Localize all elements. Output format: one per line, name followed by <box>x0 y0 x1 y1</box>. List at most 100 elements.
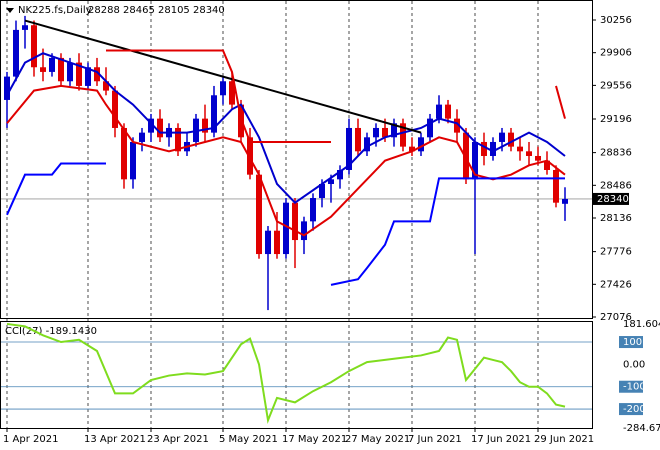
x-tick-label: 13 Apr 2021 <box>84 434 146 445</box>
y-tick-label: 29906 <box>600 48 632 59</box>
candle-body <box>337 169 343 180</box>
candle-body <box>445 104 451 119</box>
x-tick-label: 23 Apr 2021 <box>147 434 209 445</box>
candle-body <box>427 118 433 138</box>
candle-body <box>67 62 73 82</box>
candle-body <box>256 174 262 255</box>
candle-body <box>139 132 145 142</box>
ohlc-info: 28288 28465 28105 28340 <box>88 5 225 16</box>
cci-panel <box>0 321 593 429</box>
candle-body <box>265 230 271 255</box>
candle-body <box>148 118 154 133</box>
overlay-line <box>555 85 566 119</box>
y-tick-label: -200 <box>623 404 646 415</box>
candle-body <box>130 141 136 180</box>
overlay-line <box>6 162 106 216</box>
candle-body <box>103 81 109 91</box>
x-tick-label: 1 Apr 2021 <box>3 434 58 445</box>
overlay-line <box>330 177 565 286</box>
candle-body <box>490 141 496 156</box>
x-tick-label: 17 Jun 2021 <box>471 434 531 445</box>
tick-highlight <box>619 380 643 393</box>
candle-body <box>58 57 64 82</box>
candle-body <box>121 127 127 180</box>
last-price-box <box>593 192 629 205</box>
candle-body <box>94 67 100 82</box>
candle-body <box>562 198 568 204</box>
y-tick-label: 0.00 <box>623 359 645 370</box>
y-tick-label: 27076 <box>600 312 632 323</box>
overlay-line <box>106 49 331 143</box>
candle-body <box>364 137 370 152</box>
candle-body <box>346 127 352 170</box>
candle-body <box>229 81 235 105</box>
x-tick-label: 5 May 2021 <box>219 434 278 445</box>
candle-body <box>40 67 46 72</box>
y-tick-label: 28486 <box>600 180 632 191</box>
candle-body <box>463 132 469 180</box>
candle-body <box>526 151 532 156</box>
candle-body <box>373 127 379 138</box>
candle-body <box>391 123 397 138</box>
candle-body <box>319 184 325 199</box>
x-tick-label: 27 May 2021 <box>345 434 410 445</box>
last-price-label: 28340 <box>597 194 629 205</box>
candle-body <box>175 127 181 152</box>
candle-body <box>481 141 487 156</box>
overlay-line <box>24 19 422 134</box>
y-tick-label: 28836 <box>600 148 632 159</box>
chart-title: NK225.fs,Daily <box>18 5 92 16</box>
candle-body <box>508 132 514 147</box>
candle-body <box>382 127 388 138</box>
candle-body <box>553 169 559 203</box>
candle-body <box>328 179 334 185</box>
candle-body <box>436 104 442 119</box>
candle-body <box>157 118 163 138</box>
main-panel <box>0 0 593 319</box>
tick-highlight <box>619 336 643 349</box>
candle-body <box>409 146 415 152</box>
cci-title: CCI(27) -189.1430 <box>5 326 97 337</box>
menu-arrow[interactable] <box>6 8 14 13</box>
candle-body <box>274 230 280 255</box>
candle-body <box>544 160 550 170</box>
tick-highlight <box>619 403 643 416</box>
x-tick-label: 17 May 2021 <box>282 434 347 445</box>
candle-body <box>499 132 505 142</box>
x-tick-label: 29 Jun 2021 <box>534 434 594 445</box>
y-tick-label: -100 <box>623 382 646 393</box>
y-tick-label: 27426 <box>600 279 632 290</box>
candle-body <box>517 146 523 152</box>
y-tick-label: 30256 <box>600 15 632 26</box>
x-tick-label: 7 Jun 2021 <box>408 434 462 445</box>
candle-body <box>292 202 298 241</box>
y-tick-label: 29556 <box>600 80 632 91</box>
candle-body <box>283 202 289 255</box>
candle-body <box>49 57 55 72</box>
candle-body <box>4 76 10 100</box>
cci-line <box>6 322 566 424</box>
y-tick-label: 100 <box>623 337 642 348</box>
candle-body <box>472 141 478 180</box>
candle-body <box>112 90 118 128</box>
y-tick-label: 28136 <box>600 213 632 224</box>
overlay-line <box>6 52 566 204</box>
candle-body <box>76 62 82 86</box>
candle-body <box>211 95 217 133</box>
candle-body <box>301 221 307 241</box>
candle-body <box>454 118 460 133</box>
candle-body <box>418 137 424 152</box>
y-tick-label: 181.6041 <box>623 319 660 330</box>
y-tick-label: -284.671 <box>623 423 660 434</box>
candle-body <box>31 25 37 68</box>
candle-body <box>400 123 406 147</box>
y-tick-label: 29196 <box>600 114 632 125</box>
candle-body <box>310 198 316 222</box>
candle-body <box>202 118 208 133</box>
candle-body <box>22 25 28 30</box>
y-tick-label: 27776 <box>600 247 632 258</box>
candle-body <box>220 81 226 96</box>
candle-body <box>247 137 253 175</box>
candle-body <box>13 29 19 77</box>
